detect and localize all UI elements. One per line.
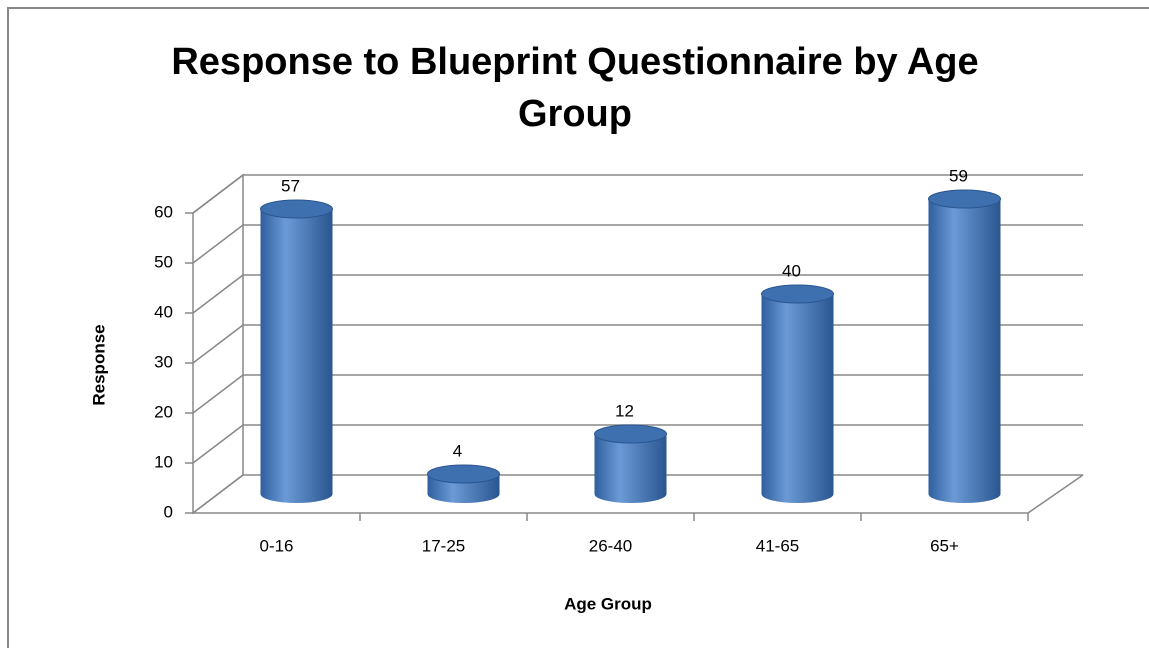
side-grid (192, 424, 244, 464)
chart-border (7, 7, 1149, 648)
y-tick-label: 20 (154, 402, 173, 421)
y-tick-label: 30 (154, 352, 173, 371)
bar (260, 209, 333, 503)
data-label: 57 (281, 176, 300, 195)
data-label: 59 (949, 166, 968, 185)
bar-top (260, 199, 333, 219)
y-tick-label: 0 (164, 502, 173, 521)
data-label: 12 (615, 401, 634, 420)
bar (594, 434, 667, 503)
y-tick-label: 40 (154, 302, 173, 321)
x-tick-label: 65+ (930, 536, 959, 555)
bar-top (427, 464, 500, 484)
side-grid (192, 374, 244, 414)
x-tick-label: 41-65 (756, 536, 799, 555)
bar-top (928, 189, 1001, 209)
y-tick-label: 10 (154, 452, 173, 471)
bar-top (594, 424, 667, 444)
x-tick-label: 0-16 (259, 536, 293, 555)
bar (761, 294, 834, 503)
y-tick-label: 60 (154, 202, 173, 221)
side-grid (192, 224, 244, 264)
x-tick-label: 17-25 (422, 536, 465, 555)
side-grid (192, 274, 244, 314)
side-grid (192, 324, 244, 364)
y-axis-label: Response (89, 324, 108, 405)
bar (928, 199, 1001, 503)
side-grid (192, 174, 244, 214)
chart-title: Response to Blueprint Questionnaire by A… (171, 41, 979, 135)
x-tick-label: 26-40 (589, 536, 632, 555)
data-label: 4 (453, 441, 462, 460)
bar-top (761, 284, 834, 304)
data-label: 40 (782, 261, 801, 280)
x-axis-label: Age Group (564, 594, 652, 613)
y-tick-label: 50 (154, 252, 173, 271)
side-grid (192, 474, 244, 514)
